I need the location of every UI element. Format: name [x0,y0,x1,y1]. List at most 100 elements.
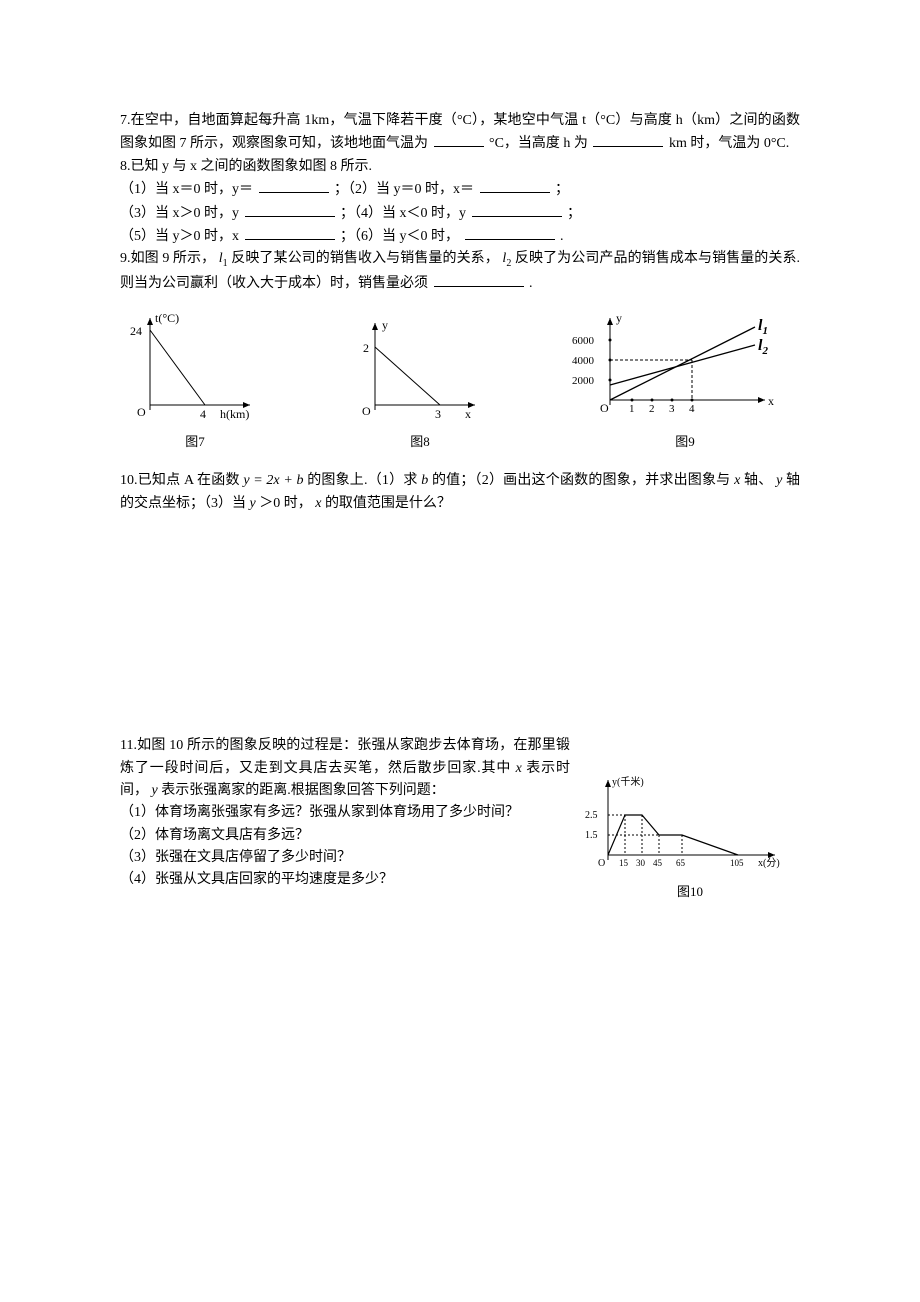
fig10-xt3: 65 [676,858,686,868]
fig9-ylabel: y [616,311,622,325]
fig8-ylabel: y [382,318,388,332]
q11-lead: 11.如图 10 所示的图象反映的过程是：张强从家跑步去体育场，在那里锻炼了一段… [120,735,570,802]
q10-a: 10.已知点 A 在函数 [120,473,243,488]
figure-8: 2 3 O y x 图8 [350,315,490,453]
q9-l2-sub: 2 [506,258,511,269]
fig8-ytick: 2 [363,341,369,355]
question-7: 7.在空中，自地面算起每升高 1km，气温下降若干度（°C），某地空中气温 t（… [120,110,800,156]
q8-p2a: （3）当 x＞0 时，y [120,206,239,221]
fig7-svg: 24 4 O t(°C) h(km) [120,310,270,430]
fig9-origin: O [600,401,609,415]
q9-a: 9.如图 9 所示， [120,251,215,266]
q11-p3: （3）张强在文具店停留了多少时间？ [120,847,570,869]
question-8-lead: 8.已知 y 与 x 之间的函数图象如图 8 所示. [120,156,800,178]
q8-p3b: ；（6）当 y＜0 时， [340,229,459,244]
q7-blank-1 [434,132,484,147]
q7-text-c: km 时，气温为 0°C. [669,136,789,151]
fig9-xt1: 2 [649,403,655,415]
fig8-svg: 2 3 O y x [350,315,490,430]
q8-p1b: ；（2）当 y＝0 时，x＝ [334,182,474,197]
fig7-ytick: 24 [130,324,142,338]
q7-text-b: °C，当高度 h 为 [489,136,588,151]
fig10-xt0: 15 [619,858,629,868]
fig10-caption: 图10 [580,882,800,903]
q10-d: 轴、 [744,473,772,488]
figure-7: 24 4 O t(°C) h(km) 图7 [120,310,270,453]
q10-f: ＞0 时， [259,496,312,511]
fig10-xt1: 30 [636,858,646,868]
fig9-l2: l2 [758,337,768,357]
fig8-xlabel: x [465,407,471,421]
fig10-yt1: 2.5 [585,810,598,821]
q11-xv: x [516,761,522,776]
fig9-yt0: 2000 [572,375,595,387]
q11-yv: y [152,783,158,798]
q10-g: 的取值范围是什么？ [325,496,451,511]
fig10-xt4: 105 [730,858,744,868]
question-9: 9.如图 9 所示， l1 反映了某公司的销售收入与销售量的关系， l2 反映了… [120,248,800,295]
fig10-xlabel: x(分) [758,857,780,869]
q8-p1a: （1）当 x＝0 时，y＝ [120,182,253,197]
q10-c: 的值；（2）画出这个函数的图象，并求出图象与 [432,473,734,488]
q8-blank-5 [245,225,335,240]
q9-l1-sub: 1 [223,258,228,269]
fig9-svg: 2000 4000 6000 1 2 3 4 O y x l1 l2 [570,310,800,430]
fig7-xlabel: h(km) [220,407,249,421]
fig8-origin: O [362,404,371,418]
q10-xv2: x [315,496,321,511]
fig10-ylabel: y(千米) [612,775,644,788]
q11-p2: （2）体育场离文具店有多远？ [120,825,570,847]
fig9-xt2: 3 [669,403,675,415]
q11-lead-c: 表示张强离家的距离.根据图象回答下列问题： [161,783,445,798]
fig9-yt2: 6000 [572,335,595,347]
question-11: 11.如图 10 所示的图象反映的过程是：张强从家跑步去体育场，在那里锻炼了一段… [120,735,800,903]
q10-bvar: b [421,473,428,488]
q10-xv: x [734,473,740,488]
q8-blank-6 [465,225,555,240]
q8-blank-2 [480,178,550,193]
q7-blank-2 [593,132,663,147]
fig10-xt2: 45 [653,858,663,868]
q9-d: . [529,276,533,291]
fig10-svg: 1.5 2.5 15 30 45 65 105 O y(千米) x(分) [580,765,790,880]
fig7-origin: O [137,405,146,419]
fig7-caption: 图7 [120,432,270,453]
question-8-line3: （5）当 y＞0 时，x ；（6）当 y＜0 时， . [120,225,800,248]
fig9-yt1: 4000 [572,355,595,367]
q10-yv: y [776,473,782,488]
q8-p1c: ； [555,182,569,197]
question-10: 10.已知点 A 在函数 y = 2x + b 的图象上.（1）求 b 的值；（… [120,470,800,515]
question-8-line2: （3）当 x＞0 时，y ；（4）当 x＜0 时，y ； [120,202,800,225]
figure-row: 24 4 O t(°C) h(km) 图7 2 3 O y x 图8 [120,310,800,453]
q8-p3c: . [560,229,564,244]
fig8-xtick: 3 [435,407,441,421]
q9-blank [434,272,524,287]
workspace-q10 [120,515,800,735]
figure-9: 2000 4000 6000 1 2 3 4 O y x l1 l2 图9 [570,310,800,453]
fig8-caption: 图8 [350,432,490,453]
fig9-l1: l1 [758,317,768,337]
question-8-line1: （1）当 x＝0 时，y＝ ；（2）当 y＝0 时，x＝ ； [120,178,800,201]
fig10-origin: O [598,858,605,869]
fig7-xtick: 4 [200,407,206,421]
q11-lead-a: 11.如图 10 所示的图象反映的过程是：张强从家跑步去体育场，在那里锻炼了一段… [120,738,570,775]
fig9-xt0: 1 [629,403,635,415]
q8-blank-3 [245,202,335,217]
fig7-ylabel: t(°C) [155,311,179,325]
fig10-yt0: 1.5 [585,830,598,841]
fig9-xlabel: x [768,394,774,408]
q8-blank-1 [259,178,329,193]
q11-p1: （1）体育场离张强家有多远？张强从家到体育场用了多少时间？ [120,802,570,824]
q8-blank-4 [472,202,562,217]
q8-p2b: ；（4）当 x＜0 时，y [340,206,466,221]
q8-p3a: （5）当 y＞0 时，x [120,229,239,244]
figure-10: 1.5 2.5 15 30 45 65 105 O y(千米) x(分) 图10 [580,735,800,903]
fig9-xt3: 4 [689,403,695,415]
q9-b: 反映了某公司的销售收入与销售量的关系， [231,251,499,266]
fig9-caption: 图9 [570,432,800,453]
q10-yv2: y [250,496,256,511]
q11-p4: （4）张强从文具店回家的平均速度是多少？ [120,869,570,891]
q8-p2c: ； [567,206,581,221]
q10-eq: y = 2x + b [243,473,303,488]
q10-b: 的图象上.（1）求 [307,473,421,488]
